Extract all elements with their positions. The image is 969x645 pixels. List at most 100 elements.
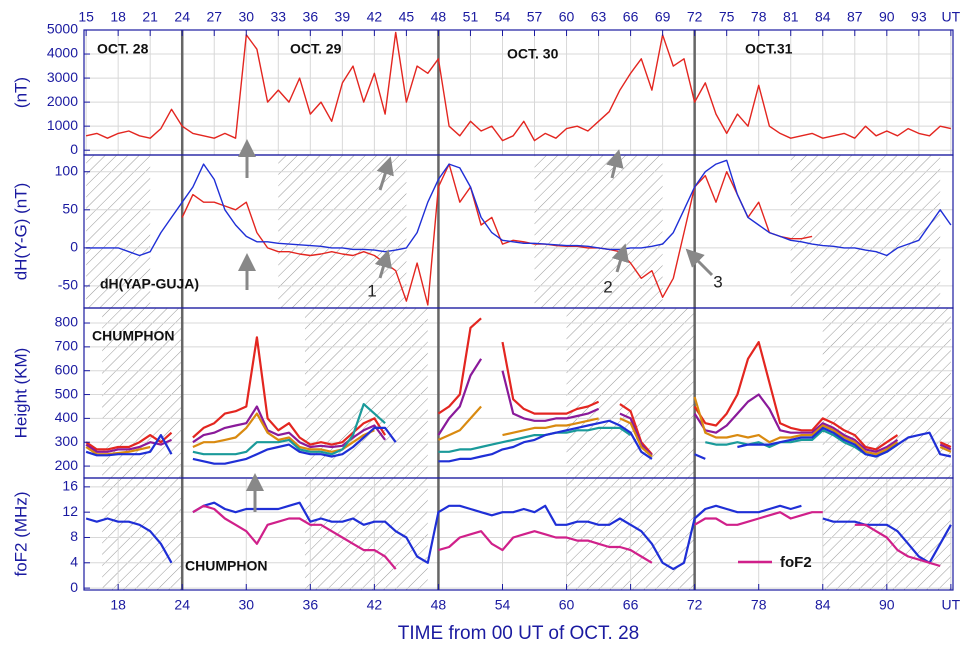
y-tick-label: 4 bbox=[70, 553, 78, 569]
x-tick-label: 60 bbox=[559, 597, 575, 613]
x-axis-label: TIME from 00 UT of OCT. 28 bbox=[398, 623, 639, 644]
panel bbox=[84, 30, 953, 155]
annotation: 2 bbox=[603, 277, 612, 296]
x-tick-label: 27 bbox=[206, 9, 222, 25]
x-tick-label: 78 bbox=[751, 597, 767, 613]
x-tick-label: 42 bbox=[367, 9, 383, 25]
x-tick-label: UT bbox=[942, 9, 961, 25]
y-tick-label: 300 bbox=[55, 433, 79, 449]
y-tick-label: -50 bbox=[58, 277, 78, 293]
x-tick-label: 30 bbox=[238, 597, 254, 613]
x-tick-label: 33 bbox=[271, 9, 287, 25]
data-line bbox=[192, 504, 941, 570]
x-tick-label: 90 bbox=[879, 9, 895, 25]
x-tick-label: 45 bbox=[399, 9, 415, 25]
x-tick-label: 18 bbox=[110, 597, 126, 613]
panel-frame bbox=[83, 477, 954, 591]
y-tick-label: 8 bbox=[70, 528, 78, 544]
y-tick-label: 12 bbox=[62, 503, 78, 519]
annotation: OCT. 30 bbox=[507, 46, 559, 62]
arrow bbox=[606, 149, 624, 179]
annotation: CHUMPHON bbox=[92, 328, 174, 344]
x-tick-label: 66 bbox=[623, 9, 639, 25]
night-shading bbox=[86, 155, 151, 308]
x-tick-label: 48 bbox=[431, 597, 447, 613]
arrow bbox=[611, 243, 630, 273]
x-tick-label: 15 bbox=[78, 9, 94, 25]
x-tick-label: 75 bbox=[719, 9, 735, 25]
y-tick-label: 50 bbox=[62, 201, 78, 217]
x-tick-label: 24 bbox=[174, 9, 190, 25]
night-shading bbox=[566, 308, 695, 478]
x-tick-label: 63 bbox=[591, 9, 607, 25]
x-tick-label: 24 bbox=[174, 597, 190, 613]
x-tick-label: 81 bbox=[783, 9, 799, 25]
x-tick-label: 84 bbox=[815, 9, 831, 25]
y-tick-label: 4000 bbox=[47, 45, 78, 61]
annotation: 1 bbox=[367, 281, 376, 300]
y-tick-label: 5000 bbox=[47, 21, 78, 37]
x-tick-label: 84 bbox=[815, 597, 831, 613]
data-line bbox=[85, 419, 952, 465]
x-tick-label: 57 bbox=[527, 9, 543, 25]
x-tick-label: 69 bbox=[655, 9, 671, 25]
y-tick-label: 16 bbox=[62, 478, 78, 494]
x-tick-label: UT bbox=[942, 597, 961, 613]
y-tick-label: 600 bbox=[55, 361, 79, 377]
night-shading bbox=[102, 478, 183, 590]
panel bbox=[84, 155, 953, 308]
night-shading bbox=[790, 155, 941, 308]
panel bbox=[84, 308, 953, 478]
y-tick-label: 100 bbox=[55, 162, 79, 178]
data-line bbox=[85, 31, 952, 142]
data-line bbox=[85, 317, 952, 455]
night-shading bbox=[304, 478, 428, 590]
data-line bbox=[85, 358, 952, 457]
annotation: 3 bbox=[713, 272, 722, 291]
annotation: OCT. 28 bbox=[97, 41, 149, 57]
annotation: dH(YAP-GUJA) bbox=[100, 276, 199, 292]
x-tick-label: 18 bbox=[110, 9, 126, 25]
annotation: OCT. 29 bbox=[290, 41, 342, 57]
y-tick-label: 200 bbox=[55, 457, 79, 473]
x-tick-label: 54 bbox=[495, 9, 511, 25]
x-tick-label: 54 bbox=[495, 597, 511, 613]
y-tick-label: 0 bbox=[70, 239, 78, 255]
y-axis-label: (nT) bbox=[11, 77, 30, 108]
y-axis-label: foF2 (MHz) bbox=[11, 492, 30, 577]
arrow bbox=[374, 249, 393, 279]
annotation: CHUMPHON bbox=[185, 558, 267, 574]
night-shading bbox=[278, 155, 407, 308]
x-tick-label: 78 bbox=[751, 9, 767, 25]
y-tick-label: 0 bbox=[70, 579, 78, 595]
y-tick-label: 400 bbox=[55, 409, 79, 425]
x-tick-label: 90 bbox=[879, 597, 895, 613]
x-tick-label: 93 bbox=[911, 9, 927, 25]
x-tick-label: 30 bbox=[238, 9, 254, 25]
x-tick-label: 72 bbox=[687, 9, 703, 25]
y-tick-label: 800 bbox=[55, 314, 79, 330]
arrow bbox=[376, 156, 394, 191]
x-tick-label: 21 bbox=[142, 9, 158, 25]
y-tick-label: 500 bbox=[55, 385, 79, 401]
x-tick-label: 39 bbox=[335, 9, 351, 25]
y-tick-label: 700 bbox=[55, 338, 79, 354]
y-tick-label: 0 bbox=[70, 141, 78, 157]
panel bbox=[84, 478, 953, 590]
x-tick-label: 51 bbox=[463, 9, 479, 25]
x-tick-label: 36 bbox=[303, 597, 319, 613]
night-shading bbox=[534, 155, 663, 308]
y-axis-label: Height (KM) bbox=[11, 348, 30, 439]
x-tick-label: 60 bbox=[559, 9, 575, 25]
x-tick-label: 36 bbox=[303, 9, 319, 25]
y-tick-label: 1000 bbox=[47, 117, 78, 133]
annotation: OCT.31 bbox=[745, 41, 793, 57]
data-line bbox=[181, 163, 813, 306]
x-tick-label: 48 bbox=[431, 9, 447, 25]
data-line bbox=[85, 396, 952, 458]
x-tick-label: 66 bbox=[623, 597, 639, 613]
y-tick-label: 2000 bbox=[47, 93, 78, 109]
y-tick-label: 3000 bbox=[47, 69, 78, 85]
legend-label: foF2 bbox=[780, 554, 812, 571]
